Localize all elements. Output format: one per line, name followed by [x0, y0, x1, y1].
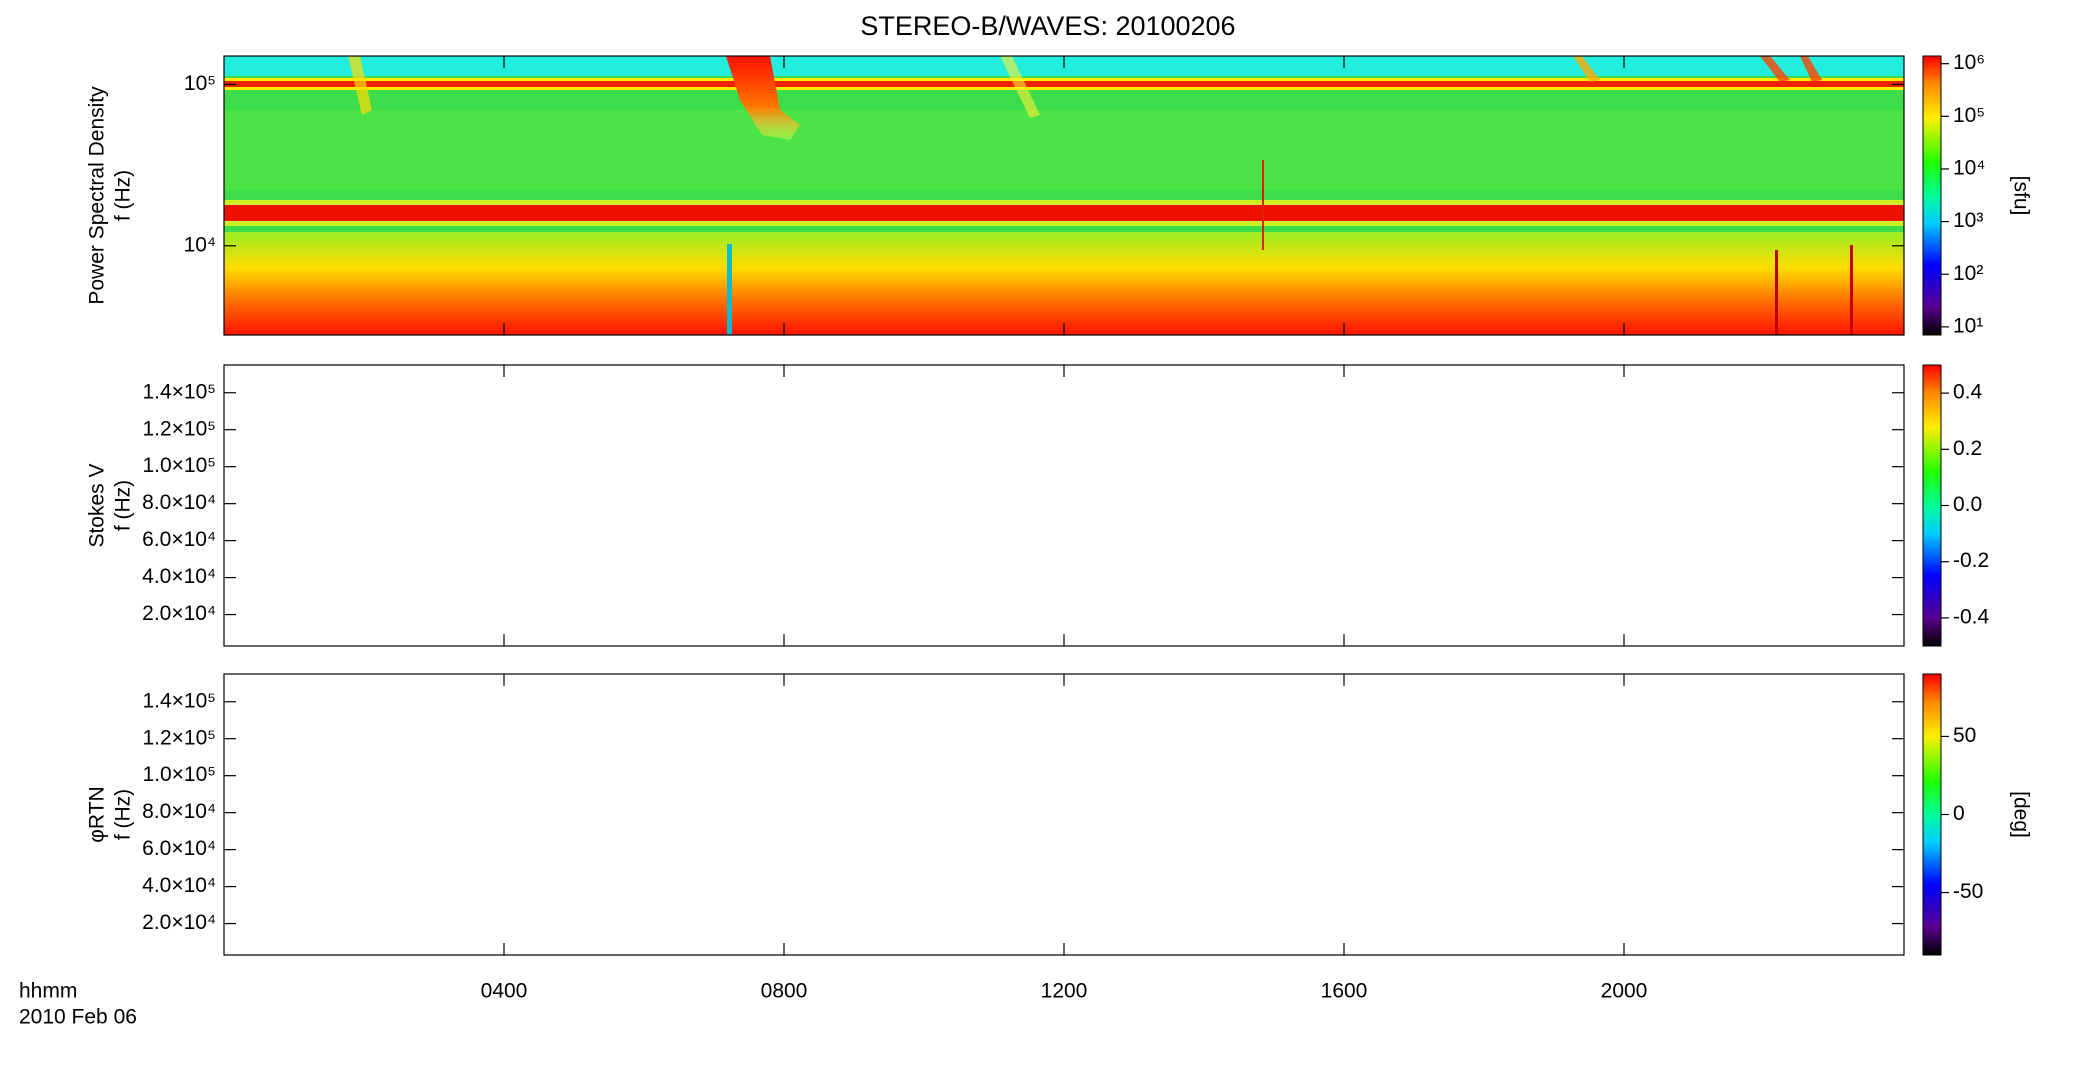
- spectrogram-burst: [1000, 56, 1040, 118]
- colorbar-tick-label: 0.4: [1953, 381, 1983, 404]
- colorbar-label: [deg]: [2009, 791, 2032, 838]
- colorbar-tick-label: 0.2: [1953, 437, 1982, 460]
- colorbar-tick-label: 10⁴: [1953, 157, 1985, 180]
- colorbar-tick-label: 0.0: [1953, 493, 1982, 516]
- x-tick-label: 0800: [761, 980, 808, 1003]
- colorbar-label: [sfu]: [2009, 176, 2032, 216]
- spectrogram-burst: [1760, 56, 1790, 82]
- y-tick-label: 10⁴: [184, 233, 216, 256]
- y-tick-label: 2.0×10⁴: [142, 911, 216, 934]
- colorbar-tick-label: -0.2: [1953, 549, 1989, 572]
- y-tick-label: 4.0×10⁴: [142, 874, 216, 897]
- plot-frame: [223, 364, 1905, 647]
- y-axis-label: f (Hz): [112, 170, 135, 221]
- x-tick-label: 2000: [1601, 980, 1648, 1003]
- y-tick-label: 10⁵: [184, 72, 216, 95]
- y-axis-label: f (Hz): [112, 789, 135, 840]
- y-tick-label: 8.0×10⁴: [142, 800, 216, 823]
- y-axis-label: Power Spectral Density: [86, 86, 109, 305]
- spectrogram-streak: [727, 244, 732, 335]
- spectrogram-image: [224, 56, 1904, 335]
- y-tick-label: 1.4×10⁵: [142, 380, 216, 403]
- colorbar-tick-label: 10³: [1953, 209, 1983, 232]
- y-axis-label: φRTN: [86, 786, 109, 842]
- y-tick-label: 8.0×10⁴: [142, 491, 216, 514]
- colorbar: [1922, 364, 1942, 647]
- x-axis-label: hhmm: [19, 980, 77, 1003]
- spectrogram-burst: [726, 56, 800, 140]
- x-tick-label: 1600: [1321, 980, 1368, 1003]
- colorbar-tick-label: 0: [1953, 802, 1965, 825]
- y-axis-label: Stokes V: [86, 463, 109, 547]
- colorbar-tick-label: -50: [1953, 880, 1983, 903]
- spectrogram-band: [224, 81, 1904, 87]
- y-tick-label: 6.0×10⁴: [142, 528, 216, 551]
- x-tick-label: 0400: [481, 980, 528, 1003]
- x-axis-label: 2010 Feb 06: [19, 1006, 137, 1029]
- spectrogram-streak: [1775, 250, 1778, 335]
- spectrogram-streak: [1262, 160, 1264, 250]
- colorbar-tick-label: 10⁵: [1953, 104, 1985, 127]
- spectrogram-burst: [1573, 56, 1600, 82]
- spectrogram-burst: [1800, 56, 1822, 82]
- colorbar-tick-label: 10²: [1953, 262, 1983, 285]
- colorbar-tick-label: 10¹: [1953, 314, 1983, 337]
- colorbar: [1922, 673, 1942, 956]
- spectrogram-band: [224, 232, 1904, 335]
- spectrogram-band: [224, 205, 1904, 221]
- plot-frame: [223, 673, 1905, 956]
- y-tick-label: 2.0×10⁴: [142, 602, 216, 625]
- y-axis-label: f (Hz): [112, 480, 135, 531]
- x-tick-label: 1200: [1041, 980, 1088, 1003]
- colorbar-tick-label: -0.4: [1953, 605, 1990, 628]
- y-tick-label: 1.0×10⁵: [142, 454, 216, 477]
- y-tick-label: 1.0×10⁵: [142, 763, 216, 786]
- colorbar: [1922, 55, 1942, 336]
- spectrogram-streak: [1850, 245, 1853, 335]
- y-tick-label: 1.2×10⁵: [142, 726, 216, 749]
- spectrogram-band: [224, 110, 1904, 190]
- y-tick-label: 1.4×10⁵: [142, 689, 216, 712]
- chart-title: STEREO-B/WAVES: 20100206: [860, 11, 1235, 41]
- colorbar-tick-label: 10⁶: [1953, 51, 1985, 74]
- y-tick-label: 1.2×10⁵: [142, 417, 216, 440]
- spectrogram-burst: [348, 56, 372, 115]
- colorbar-tick-label: 50: [1953, 724, 1976, 747]
- y-tick-label: 4.0×10⁴: [142, 565, 216, 588]
- y-tick-label: 6.0×10⁴: [142, 837, 216, 860]
